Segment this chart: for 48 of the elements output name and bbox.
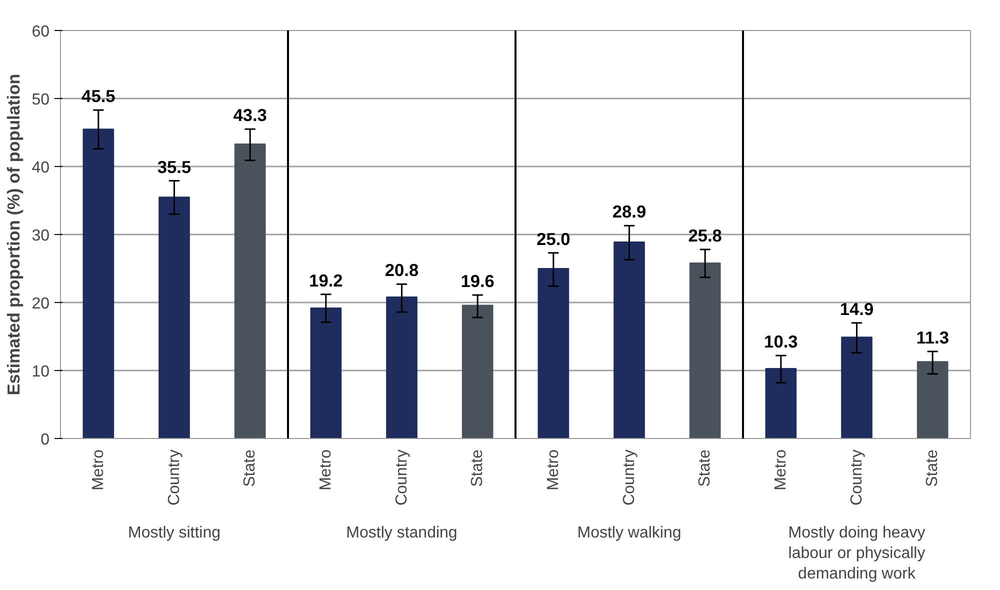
bar [310,307,342,438]
y-tick-label: 50 [32,92,50,108]
bar [386,296,418,438]
y-tick-label: 20 [32,296,50,312]
data-label: 25.0 [536,228,570,249]
data-label: 20.8 [384,260,419,280]
bar [158,196,190,438]
y-tick-label: 0 [40,432,50,448]
bar [82,128,114,438]
x-tick-label: Metro [317,449,334,490]
x-tick-label: State [924,449,942,487]
bar [916,361,948,438]
x-tick-label: Country [620,449,638,506]
y-tick-label: 40 [32,160,50,176]
x-tick-label: Country [848,449,866,506]
data-label: 28.9 [612,202,646,222]
y-tick-label: 30 [32,228,50,244]
bar [538,268,570,438]
text: Mostly standing [346,524,458,542]
bar [765,368,797,438]
text: Mostly walking [577,524,682,542]
data-label: 45.5 [82,86,116,106]
data-label: 14.9 [840,298,874,319]
x-tick-label: Metro [772,449,790,490]
data-label: 10.3 [764,332,798,352]
x-tick-label: Metro [544,449,562,490]
bar [462,304,494,438]
text: Mostly doing heavy labour or physically demanding work [788,524,926,582]
bar [689,262,721,438]
x-tick-label: State [469,449,486,487]
data-label: 11.3 [916,327,950,348]
x-tick-label: State [242,449,259,487]
data-label: 25.8 [688,225,722,246]
text: Mostly sitting [128,524,220,542]
y-tick-label: 60 [32,24,50,40]
bar [234,144,266,438]
bar [614,241,645,438]
data-label: 19.2 [309,270,343,290]
bar [841,336,872,438]
data-label: 43.3 [233,105,268,126]
x-tick-label: Metro [90,449,107,490]
y-axis-title: Estimated proportion (%) of population [4,74,24,396]
data-label: 35.5 [157,156,192,177]
data-label: 19.6 [460,271,495,292]
y-tick-label: 10 [32,364,50,380]
x-tick-label: Country [166,449,183,506]
x-tick-label: State [696,449,714,487]
x-tick-label: Country [393,449,410,506]
